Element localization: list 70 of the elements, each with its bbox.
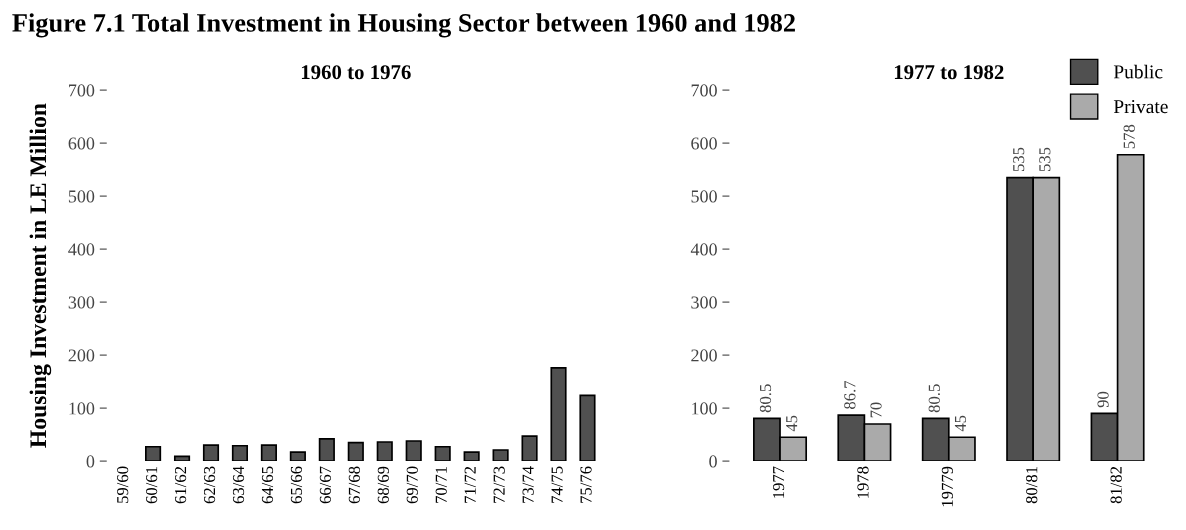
data-label: 80.5	[928, 384, 940, 413]
bar	[173, 455, 191, 462]
bar	[318, 438, 335, 462]
y-tick-label: 500	[68, 190, 95, 203]
x-tick-label: 63/64	[232, 466, 245, 504]
x-tick-label: 72/73	[493, 466, 505, 503]
y-tick-label: 0	[86, 455, 95, 468]
x-tick-label: 74/75	[551, 466, 563, 503]
x-tick-label: 80/81	[1026, 466, 1038, 504]
y-axis-title: Housing Investment in LE Million	[29, 103, 52, 448]
bar	[347, 441, 364, 462]
chart-title: 1977 to 1982	[894, 65, 1004, 80]
y-tick-label: 500	[691, 190, 717, 203]
bar	[376, 441, 393, 462]
data-label: 90	[1097, 391, 1109, 408]
data-label: 45	[786, 415, 798, 432]
legend-label: Public	[1113, 64, 1163, 79]
bar	[202, 444, 220, 462]
bar	[260, 444, 277, 462]
y-tick-label: 300	[691, 296, 717, 309]
x-tick-label: 62/63	[203, 466, 216, 504]
x-tick-label: 60/61	[146, 466, 158, 504]
chart-title: 1960 to 1976	[301, 65, 411, 80]
y-tick-label: 600	[68, 137, 95, 150]
data-label: 70	[870, 402, 882, 418]
y-tick-label: 200	[68, 349, 95, 362]
legend-label: Private	[1113, 100, 1168, 114]
x-tick-label: 71/72	[464, 466, 476, 503]
y-tick-label: 400	[690, 243, 717, 256]
data-label: 578	[1123, 124, 1135, 149]
data-label: 80.5	[759, 384, 772, 413]
bar	[434, 445, 451, 462]
x-tick-label: 65/66	[290, 466, 303, 504]
bar	[145, 445, 162, 462]
x-tick-label: 66/67	[319, 466, 332, 504]
x-tick-label: 61/62	[175, 466, 187, 504]
y-tick-label: 700	[69, 84, 95, 97]
x-tick-label: 19779	[941, 466, 953, 507]
x-tick-label: 1977	[772, 466, 785, 498]
x-tick-label: 68/69	[377, 466, 389, 504]
bar	[463, 451, 480, 462]
y-tick-label: 400	[68, 243, 95, 256]
x-tick-label: 67/68	[348, 466, 360, 504]
data-label: 45	[954, 415, 967, 432]
x-tick-label: 64/65	[261, 466, 274, 504]
bar	[231, 444, 249, 462]
y-tick-label: 0	[709, 455, 717, 468]
bar	[579, 394, 596, 462]
caption: Figure 7.1 Total Investment in Housing Sector between 1960 and 1982	[12, 13, 795, 38]
bar	[405, 440, 422, 462]
x-tick-label: 70/71	[435, 466, 447, 503]
y-tick-label: 300	[68, 296, 95, 309]
data-label: 86.7	[844, 380, 856, 409]
bar	[550, 366, 567, 462]
y-tick-label: 100	[69, 402, 95, 415]
data-label: 535	[1039, 147, 1051, 172]
y-tick-label: 600	[691, 137, 717, 150]
data-label: 535	[1013, 147, 1025, 172]
bar	[492, 449, 509, 462]
x-tick-label: 59/60	[117, 466, 129, 503]
x-tick-label: 1978	[857, 466, 869, 498]
y-tick-label: 100	[692, 402, 717, 415]
x-tick-label: 75/76	[580, 466, 592, 503]
bar	[521, 435, 538, 462]
bar	[289, 451, 306, 462]
y-tick-label: 700	[691, 84, 717, 97]
x-tick-label: 73/74	[522, 466, 534, 503]
x-tick-label: 69/70	[406, 466, 418, 504]
y-tick-label: 200	[691, 349, 717, 362]
x-tick-label: 81/82	[1110, 466, 1122, 504]
